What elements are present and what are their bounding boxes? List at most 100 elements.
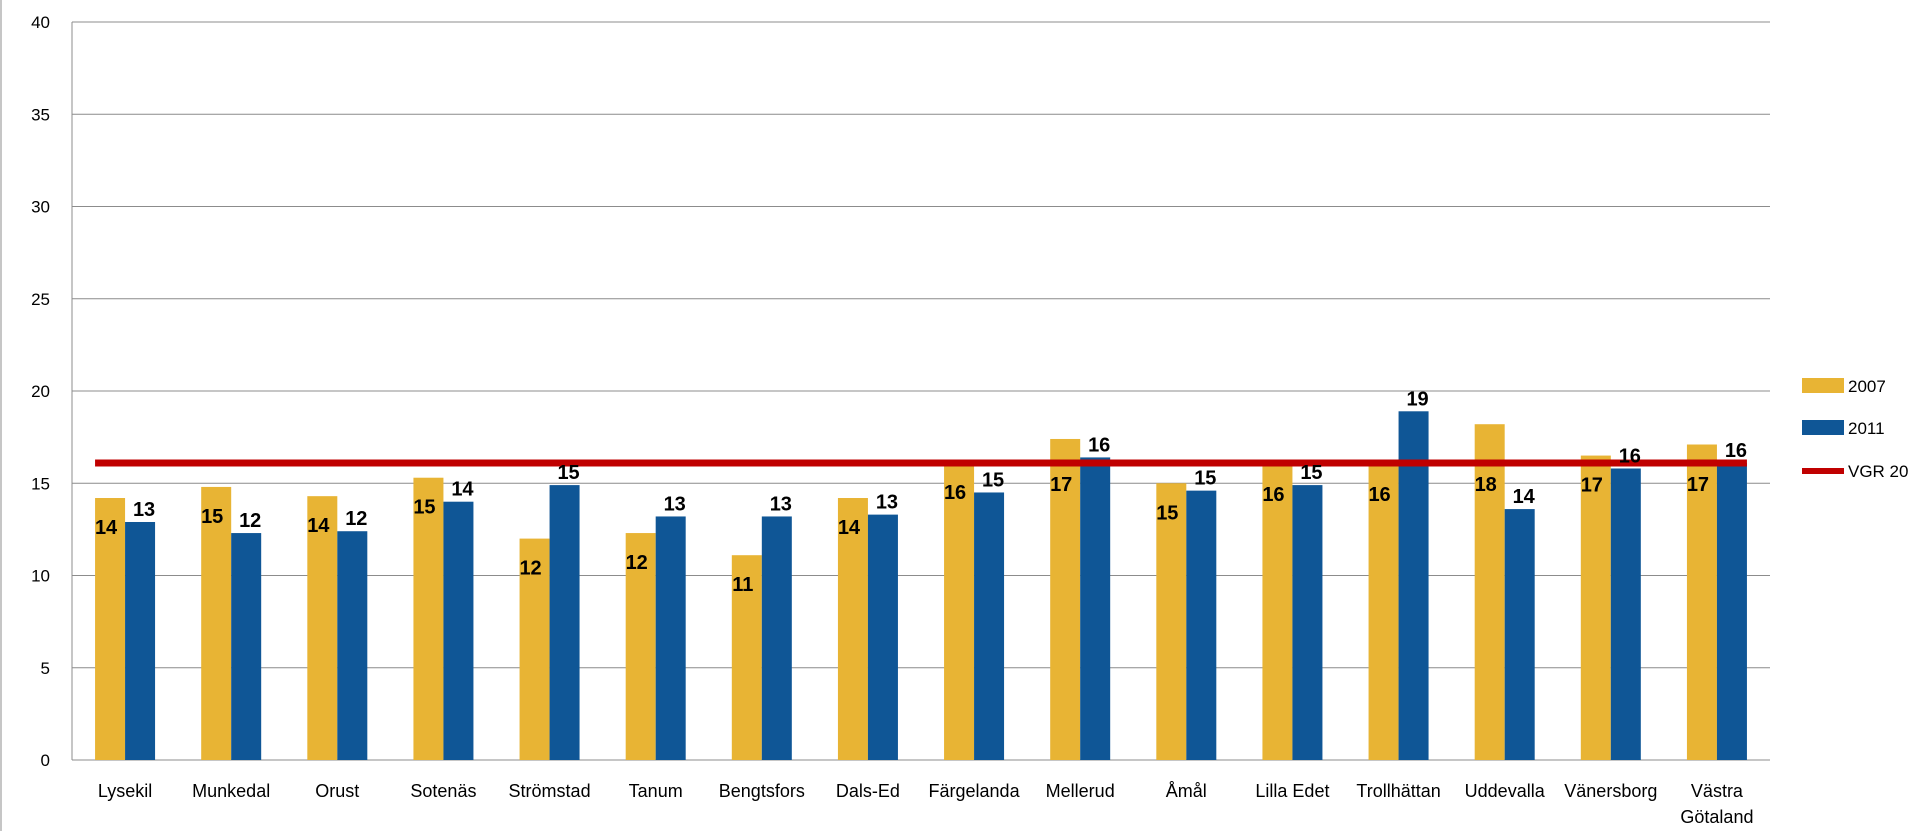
x-tick-label-13: Uddevalla xyxy=(1465,781,1546,801)
x-tick-label-line: Åmål xyxy=(1166,781,1207,801)
x-tick-label-6: Bengtsfors xyxy=(719,781,805,801)
data-label-2011-9: 16 xyxy=(1088,434,1110,456)
data-label-2011-6: 13 xyxy=(770,493,792,515)
x-tick-label-line: Strömstad xyxy=(509,781,591,801)
bar-2011-14 xyxy=(1610,468,1641,760)
x-tick-label-15: Västra Götaland xyxy=(1680,781,1753,827)
data-label-2011-13: 14 xyxy=(1513,486,1536,508)
bar-2011-6 xyxy=(761,516,792,760)
data-label-2007-4: 12 xyxy=(519,558,541,580)
x-tick-label-line: Mellerud xyxy=(1046,781,1115,801)
x-tick-label-3: Sotenäs xyxy=(410,781,476,801)
x-tick-label-1: Munkedal xyxy=(192,781,270,801)
x-tick-label-line: Orust xyxy=(315,781,359,801)
data-label-2007-3: 15 xyxy=(413,497,435,519)
bar-2007-4 xyxy=(519,538,550,760)
y-tick-label-15: 15 xyxy=(31,474,50,493)
data-label-2007-2: 14 xyxy=(307,515,330,537)
y-tick-label-0: 0 xyxy=(41,751,50,770)
legend-label-2007: 2007 xyxy=(1848,377,1886,396)
bar-2007-11 xyxy=(1262,464,1293,760)
bar-2011-2 xyxy=(337,531,368,760)
x-tick-label-5: Tanum xyxy=(629,781,683,801)
x-tick-label-line: Bengtsfors xyxy=(719,781,805,801)
bar-2007-15 xyxy=(1686,444,1717,760)
x-tick-label-line: Tanum xyxy=(629,781,683,801)
bar-2011-8 xyxy=(974,492,1005,760)
data-label-2007-6: 11 xyxy=(732,574,753,596)
x-tick-label-line: Sotenäs xyxy=(410,781,476,801)
data-label-2011-12: 19 xyxy=(1406,388,1428,410)
x-tick-label-0: Lysekil xyxy=(98,781,152,801)
data-label-2011-2: 12 xyxy=(345,508,367,530)
x-tick-label-4: Strömstad xyxy=(509,781,591,801)
y-tick-label-25: 25 xyxy=(31,290,50,309)
x-tick-label-7: Dals-Ed xyxy=(836,781,900,801)
x-tick-label-line: Färgelanda xyxy=(929,781,1021,801)
x-tick-label-8: Färgelanda xyxy=(929,781,1021,801)
data-label-2007-8: 16 xyxy=(944,482,966,504)
y-tick-label-30: 30 xyxy=(31,198,50,217)
y-tick-label-35: 35 xyxy=(31,105,50,124)
bar-2007-0 xyxy=(95,498,126,760)
data-label-2007-13: 18 xyxy=(1475,474,1497,496)
bar-2011-12 xyxy=(1398,411,1429,760)
x-tick-label-9: Mellerud xyxy=(1046,781,1115,801)
bar-2011-0 xyxy=(125,521,156,760)
data-label-2011-3: 14 xyxy=(451,479,474,501)
data-label-2011-4: 15 xyxy=(557,462,579,484)
x-tick-label-line: Uddevalla xyxy=(1465,781,1546,801)
x-tick-label-line: Munkedal xyxy=(192,781,270,801)
data-labels-layer: 14 13 15 12 14 12 15 14 12 15 12 13 11 13 14 13 16 15 17 16… xyxy=(95,388,1747,596)
y-tick-label-40: 40 xyxy=(31,13,50,32)
bar-2011-15 xyxy=(1716,462,1747,760)
bar-2011-13 xyxy=(1504,509,1535,760)
legend-swatch-2011 xyxy=(1802,420,1844,435)
data-label-2007-9: 17 xyxy=(1050,474,1072,496)
x-tick-label-line: Trollhättan xyxy=(1356,781,1440,801)
data-label-2007-10: 15 xyxy=(1156,502,1178,524)
bar-2007-10 xyxy=(1156,483,1187,760)
bar-2007-2 xyxy=(307,496,338,760)
data-label-2011-1: 12 xyxy=(239,510,261,532)
bar-2007-9 xyxy=(1050,438,1081,760)
bar-2011-4 xyxy=(549,485,580,760)
bar-2011-7 xyxy=(867,514,898,760)
x-tick-label-line: Götaland xyxy=(1680,807,1753,827)
bar-2011-1 xyxy=(231,533,262,760)
data-label-2011-8: 15 xyxy=(982,469,1004,491)
x-tick-label-line: Vänersborg xyxy=(1564,781,1657,801)
bar-2011-3 xyxy=(443,501,474,760)
x-tick-label-line: Västra xyxy=(1691,781,1744,801)
x-tick-label-line: Lilla Edet xyxy=(1255,781,1329,801)
bar-2011-10 xyxy=(1186,490,1217,760)
x-tick-label-14: Vänersborg xyxy=(1564,781,1657,801)
bar-2011-5 xyxy=(655,516,686,760)
data-label-2007-15: 17 xyxy=(1687,474,1709,496)
data-label-2011-7: 13 xyxy=(876,492,898,514)
legend-label-2011: 2011 xyxy=(1848,419,1885,438)
data-label-2007-7: 14 xyxy=(838,517,861,539)
data-label-2011-5: 13 xyxy=(664,493,686,515)
bar-2007-3 xyxy=(413,477,444,760)
x-tick-label-line: Lysekil xyxy=(98,781,152,801)
data-label-2007-0: 14 xyxy=(95,517,118,539)
bars-layer xyxy=(95,411,1747,760)
axis-layer: 0 5 10 15 20 25 30 35 40 Lysekil Munkedal Orust Sote… xyxy=(31,13,1753,827)
legend-label-reference-line: VGR 20 xyxy=(1848,462,1908,481)
bar-2007-13 xyxy=(1474,424,1505,760)
x-tick-label-11: Lilla Edet xyxy=(1255,781,1329,801)
legend-swatch-2007 xyxy=(1802,378,1844,393)
data-label-2007-14: 17 xyxy=(1581,475,1603,497)
x-tick-label-2: Orust xyxy=(315,781,359,801)
legend: 2007 2011 VGR 20 xyxy=(1802,377,1908,481)
y-tick-label-5: 5 xyxy=(41,659,50,678)
y-tick-label-20: 20 xyxy=(31,382,50,401)
x-tick-label-line: Dals-Ed xyxy=(836,781,900,801)
bar-2011-9 xyxy=(1080,457,1111,760)
x-tick-label-10: Åmål xyxy=(1166,781,1207,801)
x-tick-label-12: Trollhättan xyxy=(1356,781,1440,801)
bar-2007-6 xyxy=(731,555,762,760)
